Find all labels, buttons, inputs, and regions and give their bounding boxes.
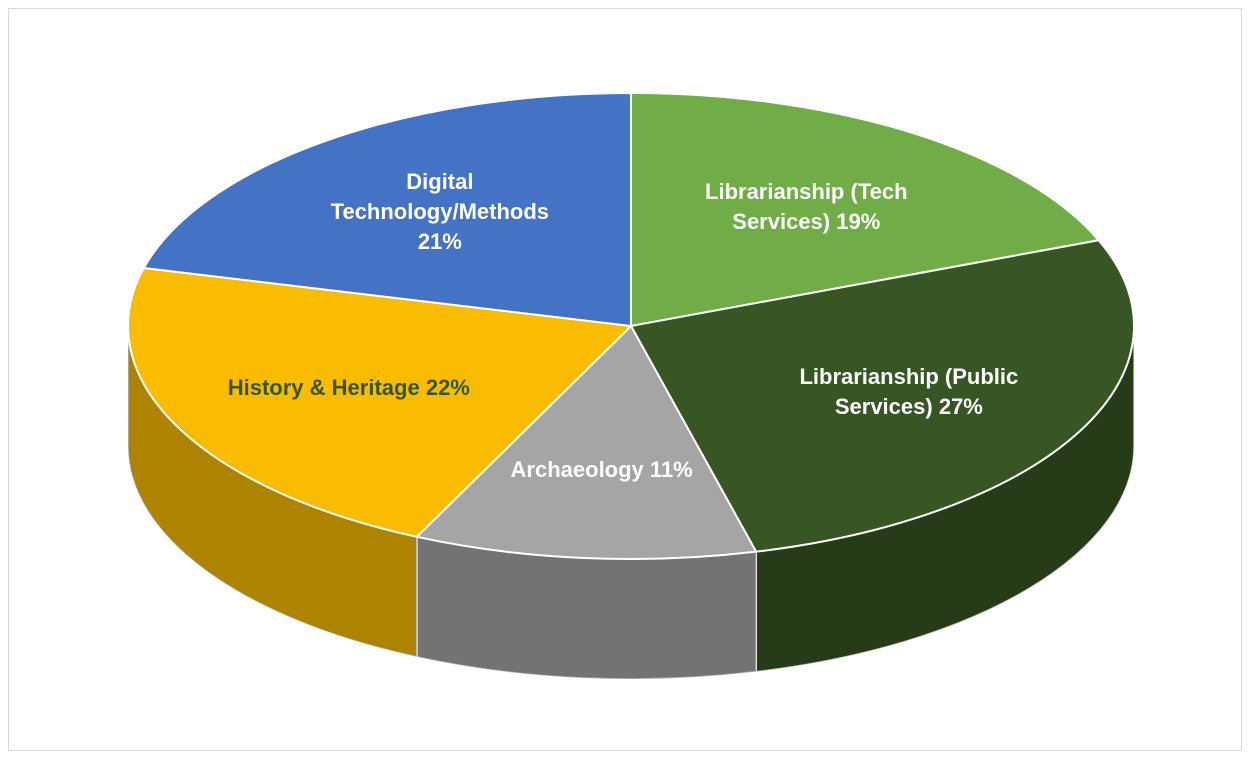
data-label-category: Librarianship (Public Services)	[799, 363, 1019, 419]
data-label-value: 27%	[938, 393, 983, 419]
data-label-category: Digital Technology/Methods	[330, 168, 550, 224]
data-label-value: 19%	[836, 208, 881, 234]
data-label: History & Heritage 22%	[221, 373, 476, 403]
slice	[127, 266, 634, 538]
data-label-value: 21%	[417, 228, 462, 254]
chart-frame	[8, 8, 1242, 751]
slice-side-shade	[128, 326, 417, 657]
slice	[630, 91, 1101, 328]
slice-side-shade	[416, 536, 757, 679]
data-label: Digital Technology/Methods 21%	[312, 167, 567, 257]
data-label: Librarianship (Public Services) 27%	[781, 362, 1036, 422]
data-label: Archaeology 11%	[474, 455, 729, 485]
data-label-category: Archaeology	[510, 456, 644, 482]
slice	[414, 324, 758, 560]
data-label-category: History & Heritage	[227, 374, 420, 400]
slice-side-shade	[756, 326, 1134, 672]
data-label-category: Librarianship (Tech Services)	[705, 178, 908, 234]
data-label: Librarianship (Tech Services) 19%	[679, 177, 934, 237]
slice	[142, 91, 632, 328]
data-label-value: 22%	[425, 374, 470, 400]
slice	[629, 239, 1135, 553]
data-label-value: 11%	[649, 456, 693, 482]
